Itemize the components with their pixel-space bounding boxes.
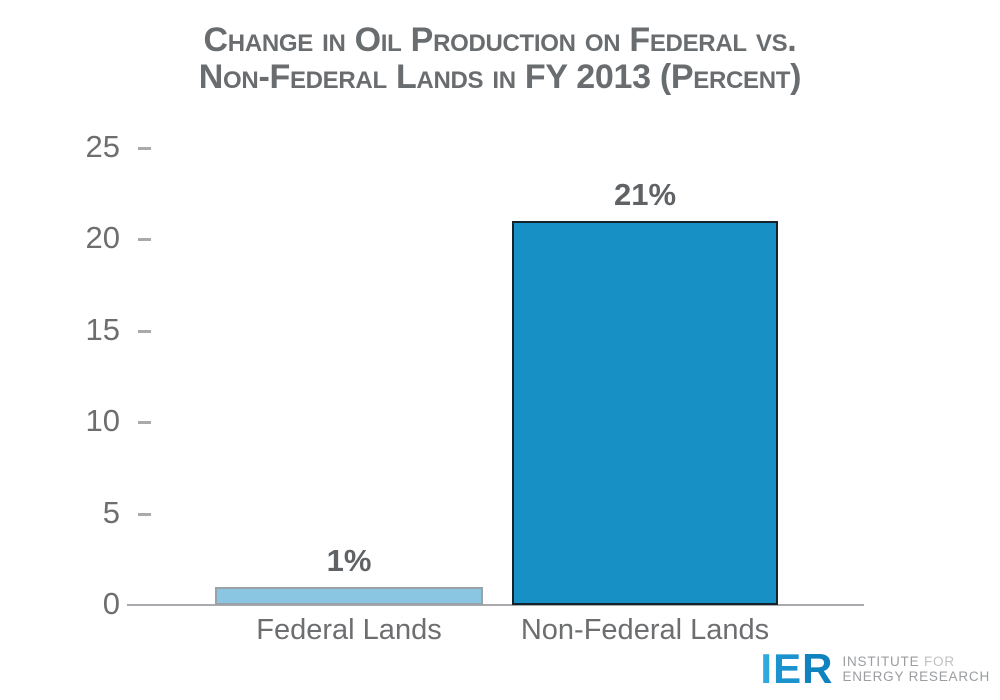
x-axis-label-non-federal-lands: Non-Federal Lands (520, 614, 770, 646)
ier-letter-r: R (802, 645, 834, 692)
y-axis-tick-mark (138, 329, 151, 333)
y-axis-tick-label: 5 (102, 494, 120, 530)
bar-value-label-non-federal-lands: 21% (613, 177, 677, 212)
ier-logo-letters: IER (760, 648, 833, 690)
bar-federal-lands (215, 587, 483, 605)
ier-logo-tagline: INSTITUTE FOR ENERGY RESEARCH (842, 654, 990, 684)
y-axis-tick-mark (138, 421, 151, 424)
chart-title-line1: Change in Oil Production on Federal vs. (203, 21, 797, 59)
chart-title: Change in Oil Production on Federal vs. … (0, 22, 1000, 96)
x-axis-line (127, 604, 864, 606)
y-axis-tick-mark (138, 146, 151, 150)
y-axis-tick-label: 0 (102, 586, 120, 621)
y-axis-tick-label: 15 (85, 311, 120, 347)
ier-tagline-for: FOR (923, 654, 955, 669)
chart-title-line2: Non-Federal Lands in FY 2013 (Percent) (198, 58, 802, 96)
ier-tagline-institute: INSTITUTE (842, 654, 920, 669)
ier-tagline-line1: INSTITUTE FOR (842, 654, 990, 669)
y-axis-tick-mark (138, 238, 151, 241)
y-axis-tick-label: 10 (85, 403, 120, 438)
ier-tagline-line2: ENERGY RESEARCH (842, 669, 990, 684)
bar-non-federal-lands (512, 221, 778, 605)
y-axis-tick-label: 25 (85, 128, 120, 164)
ier-letter-e: E (773, 645, 803, 692)
x-axis-label-federal-lands: Federal Lands (256, 614, 442, 646)
ier-letter-i: I (760, 645, 774, 692)
y-axis-tick-mark (138, 512, 151, 516)
ier-logo: IER INSTITUTE FOR ENERGY RESEARCH (760, 648, 990, 690)
y-axis-tick-label: 20 (85, 220, 120, 255)
bar-value-label-federal-lands: 1% (326, 543, 372, 578)
